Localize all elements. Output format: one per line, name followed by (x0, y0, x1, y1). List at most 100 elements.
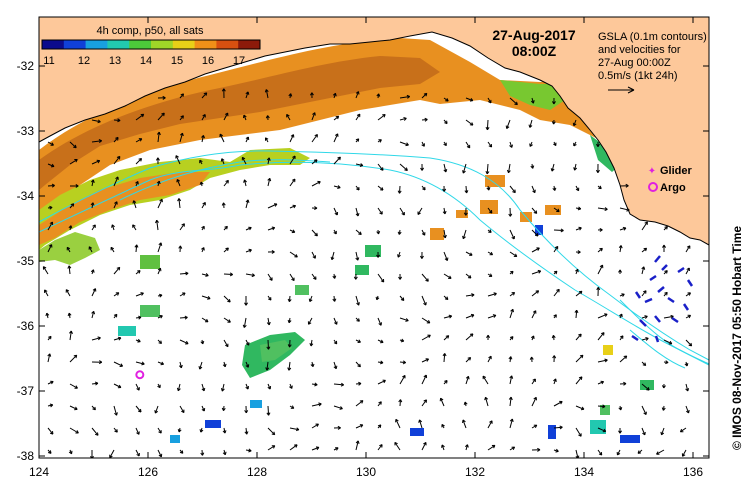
velocity-arrow-head (557, 208, 560, 212)
velocity-arrow (267, 405, 270, 416)
velocity-arrow-head (622, 226, 627, 229)
velocity-arrow (91, 140, 102, 143)
velocity-arrow (465, 251, 473, 256)
velocity-arrow (487, 355, 492, 363)
velocity-arrow (421, 229, 426, 236)
velocity-arrow (311, 423, 319, 429)
velocity-arrow (682, 449, 687, 457)
velocity-arrow-head (618, 269, 621, 273)
velocity-arrow-head (492, 314, 497, 316)
velocity-arrow (265, 89, 269, 99)
velocity-arrow (575, 376, 583, 385)
velocity-arrow (465, 294, 475, 297)
velocity-arrow (333, 133, 339, 143)
velocity-arrow (69, 141, 77, 149)
velocity-arrow-head (155, 220, 158, 224)
velocity-arrow (176, 179, 181, 187)
velocity-arrow (91, 224, 96, 231)
velocity-arrow-head (48, 244, 52, 247)
velocity-arrow (223, 339, 229, 347)
velocity-arrow (685, 339, 692, 347)
velocity-arrow-head (670, 314, 674, 317)
velocity-arrow (656, 449, 665, 455)
velocity-arrow (289, 251, 298, 258)
velocity-arrow (179, 223, 185, 231)
velocity-arrow (199, 361, 203, 370)
velocity-arrow-head (291, 178, 296, 181)
velocity-arrow-head (398, 399, 401, 403)
velocity-arrow-head (597, 143, 600, 147)
argo-float-marker[interactable] (135, 370, 145, 380)
velocity-arrow-head (97, 119, 101, 123)
velocity-arrow (377, 379, 386, 385)
velocity-arrow (113, 405, 118, 416)
velocity-arrow (399, 96, 410, 99)
velocity-arrow (509, 229, 515, 240)
velocity-arrow-head (619, 335, 624, 338)
velocity-arrow (440, 398, 445, 407)
velocity-arrow-head (417, 212, 421, 215)
velocity-arrow-head (340, 382, 345, 386)
velocity-arrow (243, 317, 247, 328)
velocity-arrow (331, 251, 335, 260)
velocity-arrow (509, 375, 513, 385)
velocity-arrow (661, 427, 665, 435)
velocity-arrow-head (225, 247, 229, 250)
velocity-arrow-head (574, 167, 578, 171)
velocity-arrow (135, 113, 144, 121)
velocity-arrow (113, 137, 119, 143)
velocity-arrow (465, 376, 469, 385)
colorbar-cell (172, 40, 196, 49)
velocity-arrow-head (185, 340, 189, 344)
velocity-arrow (223, 273, 233, 275)
velocity-arrow-head (138, 158, 142, 160)
velocity-arrow-head (688, 409, 690, 414)
velocity-arrow (47, 427, 54, 435)
platform-legend: ✦ Glider Argo (648, 165, 693, 194)
velocity-arrow-head (334, 133, 338, 136)
velocity-arrow-head (687, 388, 690, 392)
velocity-arrow (377, 273, 385, 283)
velocity-arrow (245, 249, 252, 253)
velocity-arrow-head (185, 271, 189, 274)
velocity-arrow-head (398, 231, 402, 235)
velocity-arrow-head (530, 335, 535, 339)
velocity-arrow (377, 207, 383, 215)
velocity-arrow-head (91, 310, 95, 314)
velocity-arrow-head (355, 138, 359, 141)
velocity-arrow (597, 405, 606, 408)
velocity-arrow-head (493, 292, 497, 294)
colorbar-title: 4h comp, p50, all sats (96, 25, 204, 37)
velocity-arrow (355, 400, 364, 407)
velocity-arrow (69, 330, 72, 341)
velocity-arrow-head (537, 269, 541, 272)
velocity-arrow-head (577, 250, 581, 253)
velocity-arrow (267, 203, 278, 209)
velocity-arrow (113, 383, 122, 388)
velocity-arrow-head (97, 432, 99, 436)
velocity-arrow-head (205, 273, 209, 276)
velocity-arrow (201, 114, 206, 121)
velocity-arrow (443, 229, 446, 238)
velocity-arrow-head (243, 324, 247, 328)
velocity-arrow-head (265, 115, 269, 119)
velocity-arrow (573, 119, 577, 126)
velocity-arrow (421, 374, 427, 385)
velocity-arrow-head (292, 229, 296, 233)
velocity-arrow-head (266, 157, 270, 161)
velocity-arrow-head (470, 313, 474, 316)
velocity-arrow-head (245, 199, 249, 203)
velocity-arrow (553, 401, 563, 407)
velocity-arrow-head (509, 213, 513, 217)
velocity-arrow-head (337, 425, 341, 429)
velocity-arrow-head (380, 339, 384, 343)
velocity-arrow (355, 207, 359, 217)
velocity-arrow (421, 295, 427, 306)
velocity-arrow-head (51, 142, 54, 146)
velocity-arrow-head (203, 387, 206, 392)
velocity-arrow (311, 251, 316, 259)
velocity-arrow-head (228, 319, 231, 323)
velocity-arrow-head (334, 275, 337, 279)
velocity-arrow (551, 163, 555, 172)
velocity-arrow-head (309, 92, 313, 96)
